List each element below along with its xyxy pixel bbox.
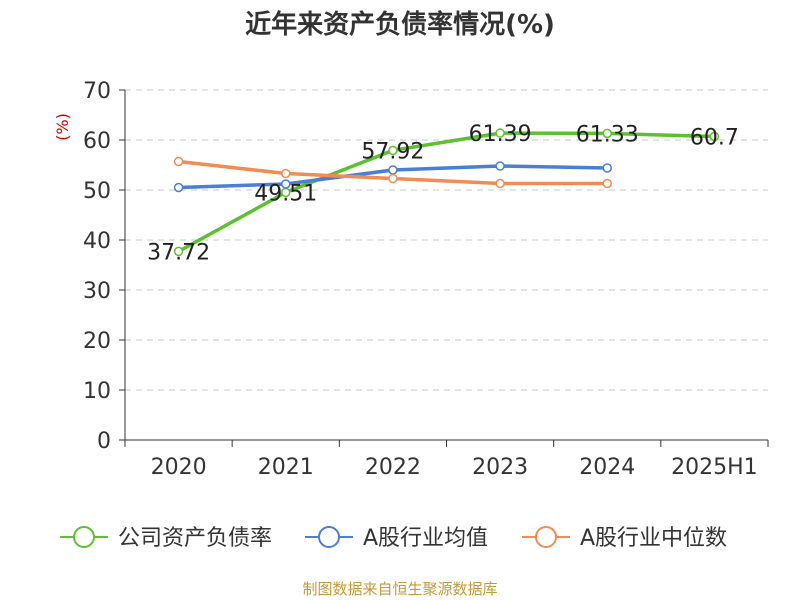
chart-title: 近年来资产负债率情况(%) (245, 9, 555, 40)
x-tick-label-2021: 2021 (258, 455, 314, 480)
data-label-2022: 57.92 (361, 139, 424, 164)
point-series-2-2021 (281, 168, 291, 179)
data-label-2021: 49.51 (254, 181, 317, 206)
x-tick-label-2023: 2023 (472, 455, 528, 480)
y-tick-label-0: 0 (97, 429, 111, 454)
data-label-2025H1: 60.7 (690, 126, 739, 151)
x-tick-label-2025H1: 2025H1 (671, 455, 758, 480)
series-points (173, 128, 720, 257)
legend-marker-0 (73, 526, 95, 548)
y-tick-label-40: 40 (83, 229, 111, 254)
axes: 0 10 20 30 40 50 60 70 2020 2021 2022 2023 2024 2025H… (83, 79, 769, 480)
legend-label-2: A股行业中位数 (580, 526, 727, 551)
point-series-2-2020 (173, 156, 184, 167)
legend-label-1: A股行业均值 (363, 526, 488, 551)
point-series-1-2023 (495, 161, 505, 171)
point-series-1-2021 (281, 179, 291, 189)
y-tick-label-70: 70 (83, 79, 111, 104)
point-series-0-2025H1 (709, 131, 720, 142)
point-series-2-2022 (388, 173, 398, 184)
point-series-0-2023 (495, 128, 505, 138)
x-tick-label-2022: 2022 (365, 455, 421, 480)
y-axis-unit-label: (%) (53, 113, 72, 141)
point-series-0-2020 (173, 246, 184, 257)
x-tick-label-2020: 2020 (151, 455, 207, 480)
y-tick-label-60: 60 (83, 129, 111, 154)
point-series-1-2022 (388, 165, 398, 175)
point-series-0-2022 (388, 145, 398, 156)
x-tick-label-2024: 2024 (579, 455, 635, 480)
point-series-1-2020 (173, 182, 184, 193)
point-series-0-2024 (602, 128, 612, 139)
data-label-2024: 61.33 (576, 122, 639, 147)
point-series-2-2023 (495, 178, 505, 189)
y-tick-label-10: 10 (83, 379, 111, 404)
data-label-2023: 61.39 (469, 122, 532, 147)
legend-marker-2 (535, 526, 557, 548)
series-line-0 (176, 131, 717, 254)
point-series-1-2024 (602, 163, 612, 173)
data-label-2020: 37.72 (147, 240, 210, 265)
legend: 公司资产负债率 A股行业均值 A股行业中位数 (60, 526, 727, 551)
y-tick-label-30: 30 (83, 279, 111, 304)
data-labels: 37.72 49.51 57.92 61.39 61.33 60.7 (147, 122, 739, 265)
y-tick-label-50: 50 (83, 179, 111, 204)
y-tick-label-20: 20 (83, 329, 111, 354)
source-note: 制图数据来自恒生聚源数据库 (302, 580, 497, 598)
legend-marker-1 (318, 526, 340, 548)
point-series-2-2024 (602, 178, 612, 189)
legend-label-0: 公司资产负债率 (118, 526, 272, 551)
